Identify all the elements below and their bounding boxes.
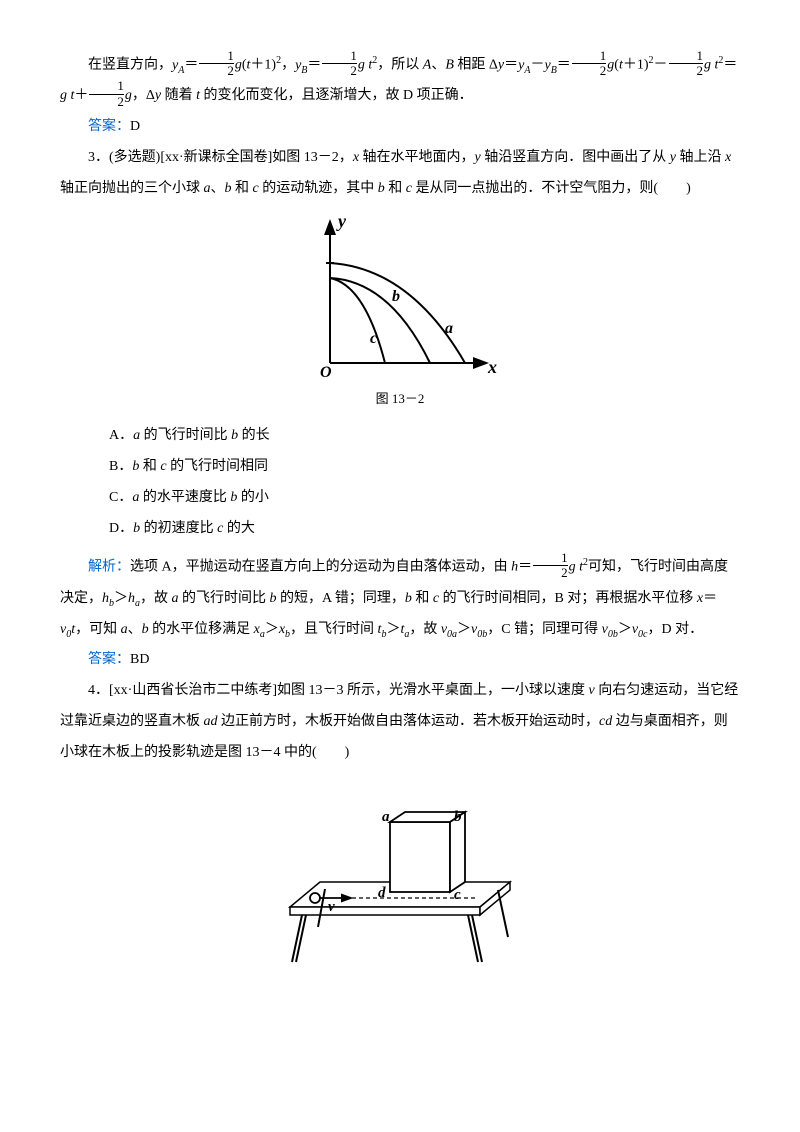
text: 边正前方时，木板开始做自由落体运动．若木板开始运动时， bbox=[218, 714, 600, 729]
svg-text:x: x bbox=[487, 357, 497, 377]
svg-text:a: a bbox=[382, 809, 390, 825]
analysis-label: 解析： bbox=[88, 560, 130, 575]
option-d: D．b 的初速度比 c 的大 bbox=[60, 514, 740, 545]
text: ，故 bbox=[140, 591, 172, 606]
option-c: C．a 的水平速度比 b 的小 bbox=[60, 483, 740, 514]
text: ，故 bbox=[409, 622, 441, 637]
text: 在竖直方向， bbox=[88, 58, 172, 73]
text: 的变化而变化，且逐渐增大，故 D 项正确． bbox=[200, 88, 473, 103]
svg-text:c: c bbox=[454, 887, 461, 903]
text: 、 bbox=[431, 58, 445, 73]
text: 是从同一点抛出的．不计空气阻力，则( ) bbox=[412, 181, 691, 196]
text: 轴沿竖直方向．图中画出了从 bbox=[481, 150, 670, 165]
text: 选项 A，平抛运动在竖直方向上的分运动为自由落体运动，由 bbox=[130, 560, 511, 575]
figure-caption: 图 13－2 bbox=[60, 385, 740, 414]
text: 和 bbox=[385, 181, 406, 196]
svg-text:v: v bbox=[328, 899, 335, 915]
figure-13-3: a b c d v bbox=[60, 777, 740, 967]
text: 的水平位移满足 bbox=[149, 622, 254, 637]
figure-13-2: O x y a b c 图 13－2 bbox=[60, 213, 740, 414]
answer-label: 答案： bbox=[88, 652, 130, 667]
text: 3．(多选题)[xx·新课标全国卷]如图 13－2， bbox=[88, 150, 353, 165]
text: 、 bbox=[211, 181, 225, 196]
question-3: 3．(多选题)[xx·新课标全国卷]如图 13－2，x 轴在水平地面内，y 轴沿… bbox=[60, 143, 740, 205]
svg-text:O: O bbox=[320, 364, 332, 381]
text: 和 bbox=[232, 181, 253, 196]
text: 的飞行时间比 bbox=[179, 591, 270, 606]
svg-text:c: c bbox=[370, 330, 377, 347]
answer-label: 答案： bbox=[88, 119, 130, 134]
text: 的运动轨迹，其中 bbox=[259, 181, 378, 196]
option-b: B．b 和 c 的飞行时间相同 bbox=[60, 452, 740, 483]
text: 和 bbox=[412, 591, 433, 606]
answer-value: D bbox=[130, 119, 140, 134]
text: ，所以 bbox=[377, 58, 423, 73]
answer-value: BD bbox=[130, 652, 149, 667]
text: ，D 对． bbox=[648, 622, 704, 637]
question-4: 4．[xx·山西省长治市二中练考]如图 13－3 所示，光滑水平桌面上，一小球以… bbox=[60, 676, 740, 768]
para-vertical: 在竖直方向，yA＝12g(t＋1)2，yB＝12g t2，所以 A、B 相距 Δ… bbox=[60, 50, 740, 112]
answer-3: 答案：BD bbox=[60, 645, 740, 676]
text: ，可知 bbox=[75, 622, 121, 637]
option-a: A．a 的飞行时间比 b 的长 bbox=[60, 421, 740, 452]
text: ，Δ bbox=[132, 88, 155, 103]
text: 轴在水平地面内， bbox=[359, 150, 475, 165]
text: 、 bbox=[128, 622, 142, 637]
text: 轴上沿 bbox=[676, 150, 725, 165]
svg-text:y: y bbox=[336, 213, 347, 231]
text: 随着 bbox=[161, 88, 196, 103]
text: 的短，A 错；同理， bbox=[277, 591, 405, 606]
text: 4．[xx·山西省长治市二中练考]如图 13－3 所示，光滑水平桌面上，一小球以… bbox=[88, 683, 589, 698]
text: 轴正向抛出的三个小球 bbox=[60, 181, 204, 196]
analysis-3: 解析：选项 A，平抛运动在竖直方向上的分运动为自由落体运动，由 h＝12g t2… bbox=[60, 552, 740, 645]
svg-text:b: b bbox=[392, 288, 400, 305]
text: ，且飞行时间 bbox=[290, 622, 378, 637]
text: ，C 错；同理可得 bbox=[487, 622, 601, 637]
answer-2: 答案：D bbox=[60, 112, 740, 143]
svg-text:b: b bbox=[454, 809, 462, 825]
text: 的飞行时间相同，B 对；再根据水平位移 bbox=[439, 591, 697, 606]
text: 相距 Δ bbox=[454, 58, 498, 73]
svg-text:a: a bbox=[445, 320, 453, 337]
